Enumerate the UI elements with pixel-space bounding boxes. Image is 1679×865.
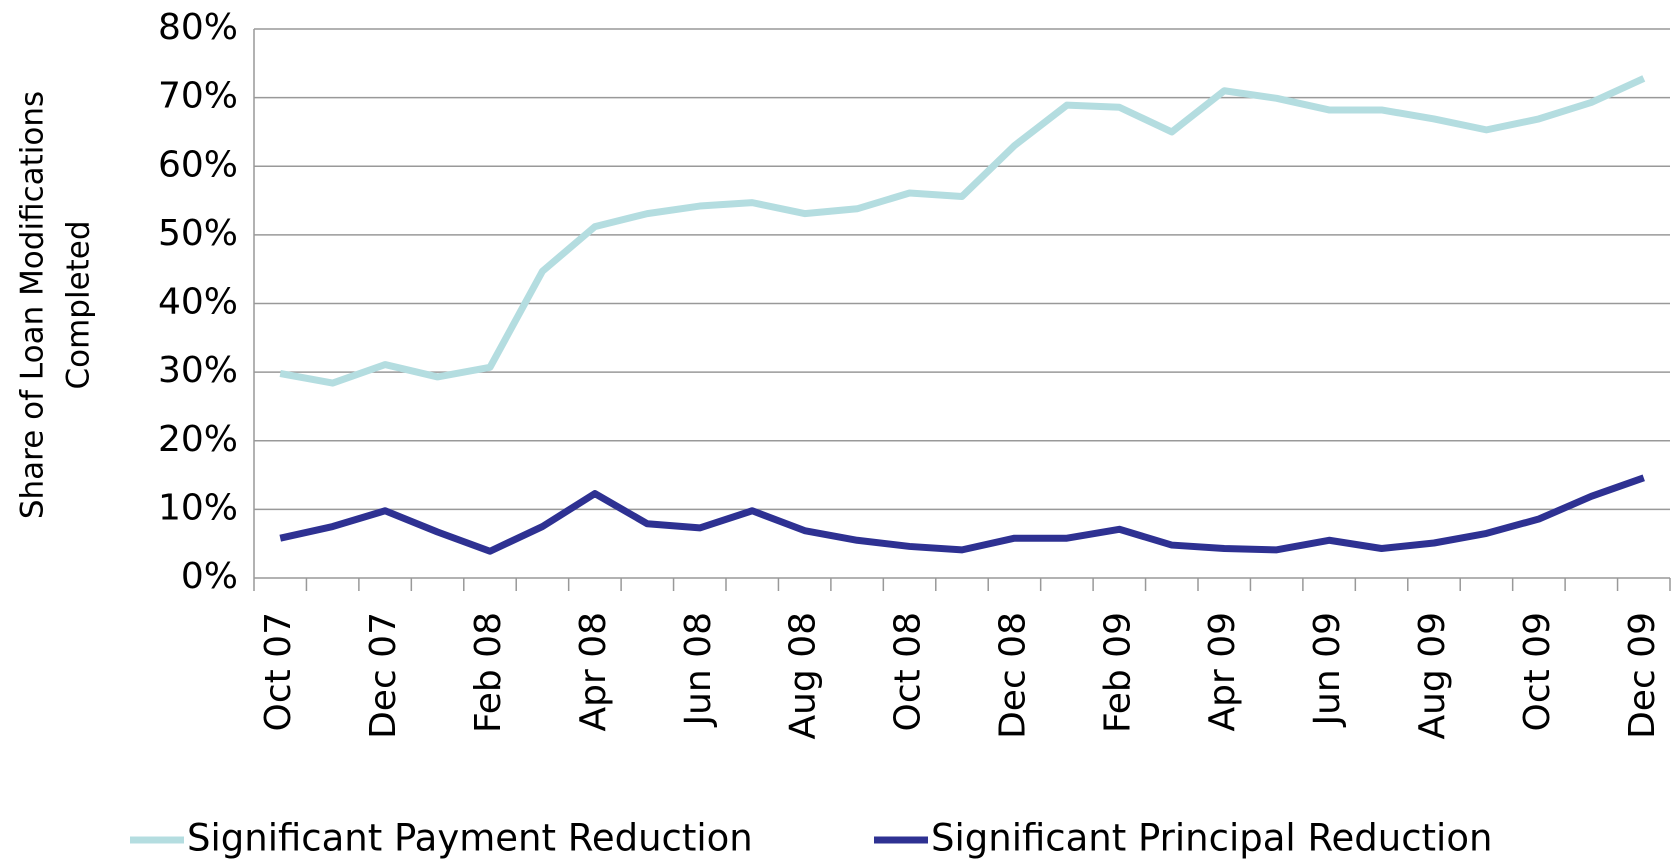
x-tick-label: Jun 08: [678, 612, 719, 728]
legend-label: Significant Payment Reduction: [187, 817, 753, 860]
x-tick-label: Feb 09: [1097, 612, 1138, 733]
y-axis-label: Completed: [61, 220, 97, 389]
y-tick-label: 0%: [181, 556, 238, 597]
x-tick-label: Jun 09: [1307, 612, 1348, 728]
data-line: [279, 474, 1645, 555]
x-tick-label: Dec 07: [363, 612, 404, 739]
x-tick-label: Dec 09: [1622, 612, 1663, 739]
y-tick-label: 50%: [158, 213, 238, 254]
y-tick-label: 60%: [158, 144, 238, 185]
x-tick-label: Apr 08: [573, 612, 614, 732]
y-tick-label: 80%: [158, 7, 238, 48]
legend-label: Significant Principal Reduction: [931, 817, 1492, 860]
y-tick-label: 10%: [158, 487, 238, 528]
x-tick-label: Oct 07: [258, 612, 299, 732]
x-tick-label: Oct 09: [1517, 612, 1558, 732]
x-tick-label: Feb 08: [468, 612, 509, 733]
x-tick-label: Aug 08: [783, 612, 824, 740]
x-tick-label: Dec 08: [992, 612, 1033, 739]
y-tick-label: 40%: [158, 282, 238, 323]
y-tick-label: 30%: [158, 350, 238, 391]
x-tick-label: Oct 08: [888, 612, 929, 732]
x-tick-label: Aug 09: [1412, 612, 1453, 740]
y-tick-label: 70%: [158, 76, 238, 117]
data-line: [279, 75, 1646, 387]
y-axis-label: Share of Loan Modifications: [15, 91, 51, 519]
y-tick-label: 20%: [158, 419, 238, 460]
x-tick-label: Apr 09: [1202, 612, 1243, 732]
